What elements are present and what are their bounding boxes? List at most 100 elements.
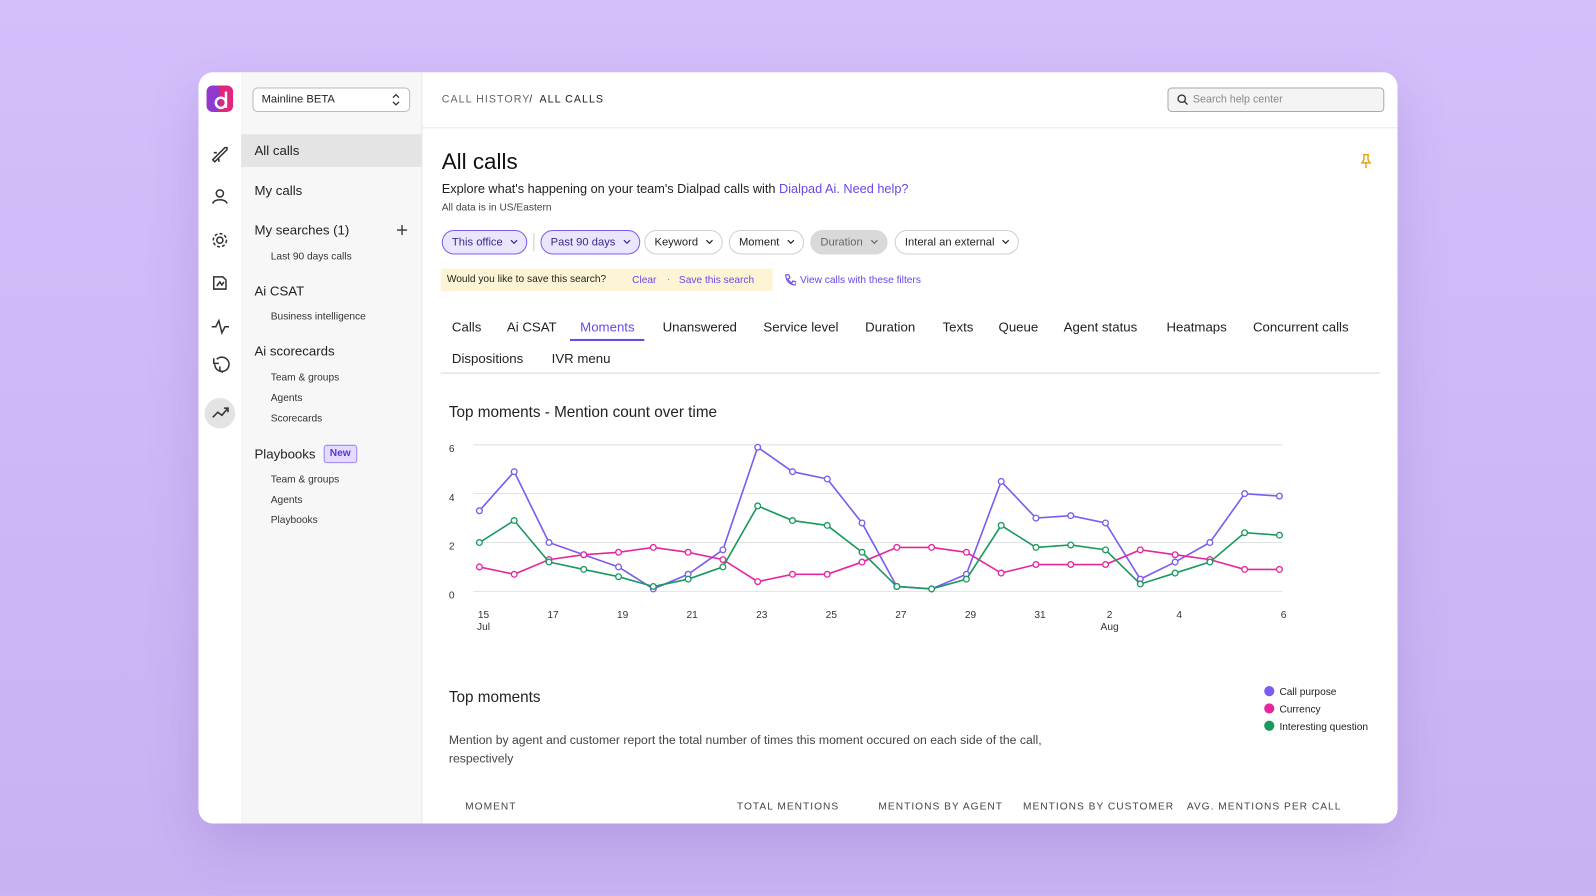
x-tick-label: 25 (826, 610, 838, 621)
nav-subitem[interactable]: Playbooks (270, 515, 318, 527)
tab[interactable]: Heatmaps (1166, 319, 1227, 335)
tab[interactable]: Unanswered (662, 319, 737, 335)
tab[interactable]: Dispositions (451, 350, 524, 366)
nav-item[interactable]: Ai CSAT (254, 283, 305, 299)
nav-item[interactable]: All calls (254, 143, 300, 159)
filter-pill[interactable]: Interal an external (894, 230, 1019, 255)
data-point (475, 507, 483, 515)
data-point (997, 569, 1005, 577)
data-point (649, 543, 657, 551)
nav-subitem[interactable]: Business intelligence (270, 311, 366, 323)
column-header: TOTAL MENTIONS (736, 801, 840, 813)
x-tick-label: 19 (617, 610, 629, 621)
data-point (1032, 514, 1040, 522)
data-point (893, 582, 901, 591)
y-tick-label: 4 (449, 493, 455, 504)
tab[interactable]: Queue (998, 319, 1039, 335)
tab[interactable]: Duration (865, 319, 916, 335)
data-point (788, 468, 796, 476)
data-point (823, 521, 831, 529)
tab[interactable]: Calls (451, 319, 482, 335)
series-line (478, 504, 1280, 590)
data-point (1241, 529, 1249, 537)
nav-item[interactable]: My searches (1) (254, 222, 350, 238)
data-point (754, 443, 762, 451)
filter-label: Interal an external (904, 236, 995, 249)
data-point (1102, 560, 1110, 569)
legend-marker (1264, 686, 1275, 697)
nav-subitem[interactable]: Agents (270, 392, 303, 405)
nav-active-bg (241, 134, 422, 167)
y-tick-label: 0 (449, 591, 455, 602)
workspace-name: Mainline BETA (261, 93, 335, 106)
x-tick-label: 4 (1176, 610, 1182, 621)
data-point (1102, 519, 1110, 527)
filter-pill[interactable]: Moment (728, 230, 804, 255)
tab[interactable]: Agent status (1063, 319, 1138, 335)
data-point (1241, 565, 1249, 573)
chevron (787, 239, 795, 245)
chevron (623, 239, 631, 245)
nav-subitem[interactable]: Team & groups (270, 474, 340, 486)
column-header: MENTIONS BY CUSTOMER (1022, 801, 1175, 813)
nav-item[interactable]: Ai scorecards (254, 343, 335, 359)
data-point (1171, 558, 1179, 566)
filter-pill[interactable]: Duration (810, 230, 888, 255)
column-header: MENTIONS BY AGENT (878, 801, 1003, 813)
nav-subitem[interactable]: Agents (270, 494, 303, 506)
data-point (754, 578, 762, 586)
nav-item[interactable]: Playbooks (254, 446, 316, 462)
legend-marker (1264, 720, 1275, 731)
ai-link[interactable]: Dialpad Ai. (779, 181, 840, 197)
data-point (893, 543, 901, 551)
data-point (788, 517, 796, 525)
search-placeholder: Search help center (1192, 93, 1283, 106)
tab[interactable]: Concurrent calls (1252, 319, 1349, 335)
series-line (478, 445, 1280, 590)
workspace-select[interactable] (252, 87, 411, 112)
pin-icon[interactable] (1359, 154, 1373, 168)
timezone-note: All data is in US/Eastern (441, 202, 552, 214)
view-calls-link[interactable]: View calls with these filters (800, 274, 921, 287)
filter-label: Keyword (654, 236, 699, 249)
search-icon (1177, 94, 1189, 106)
help-link[interactable]: Need help? (843, 181, 909, 197)
x-tick-label: 27 (895, 610, 907, 621)
filter-pill[interactable]: This office (441, 230, 528, 255)
tab[interactable]: IVR menu (551, 350, 611, 366)
data-point (1032, 560, 1040, 569)
data-point (858, 548, 866, 556)
filter-pill[interactable]: Past 90 days (540, 230, 640, 255)
chevron (1002, 239, 1010, 245)
data-point (649, 582, 657, 591)
add-icon[interactable] (396, 224, 408, 236)
tab[interactable]: Service level (763, 319, 839, 335)
chevron (705, 239, 713, 245)
tab[interactable]: Ai CSAT (506, 319, 557, 335)
help-search[interactable] (1167, 87, 1385, 112)
save-prompt: Would you like to save this search? (446, 273, 607, 286)
data-point (1102, 546, 1110, 554)
breadcrumb-parent[interactable]: CALL HISTORY (441, 93, 531, 106)
tab[interactable]: Moments (580, 319, 635, 335)
nav-item[interactable]: My calls (254, 182, 303, 198)
nav-subitem[interactable]: Team & groups (270, 372, 340, 384)
data-point (580, 551, 588, 559)
data-point (545, 539, 553, 547)
nav-subitem[interactable]: Scorecards (270, 413, 323, 425)
filter-pill[interactable]: Keyword (644, 230, 723, 255)
new-badge: New (323, 444, 357, 464)
data-point (1275, 565, 1283, 573)
save-bar (440, 268, 773, 292)
separator: · (666, 273, 671, 286)
x-tick-label: 2 (1107, 610, 1113, 621)
data-point (1241, 490, 1249, 498)
data-point (719, 563, 727, 571)
clear-link[interactable]: Clear (632, 274, 657, 287)
legend-label: Call purpose (1279, 687, 1336, 698)
data-point (858, 558, 866, 566)
tab[interactable]: Texts (942, 319, 974, 335)
data-point (1067, 541, 1075, 549)
save-link[interactable]: Save this search (678, 274, 755, 287)
nav-subitem[interactable]: Last 90 days calls (270, 251, 352, 263)
